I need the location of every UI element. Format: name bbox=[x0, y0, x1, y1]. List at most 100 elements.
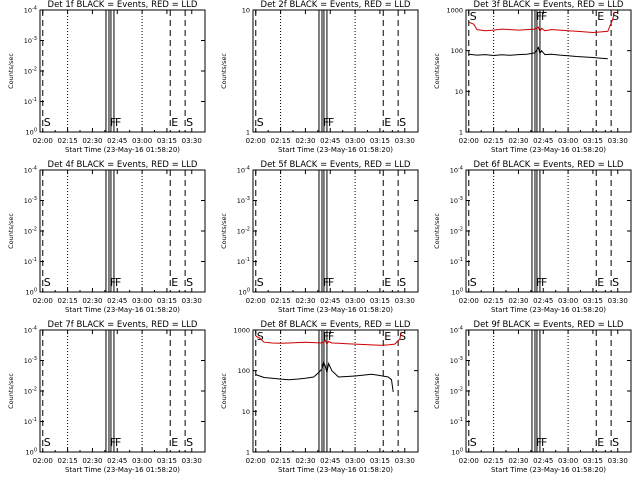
chart-8-x-tick-label: 02:30 bbox=[295, 457, 315, 465]
chart-9-x-tick-label: 02:15 bbox=[483, 457, 503, 465]
chart-5-x-tick-label: 03:15 bbox=[370, 297, 390, 305]
chart-4-y-tick-label: 10-1 bbox=[24, 257, 37, 266]
chart-9-y-tick-label: 100 bbox=[452, 448, 463, 457]
chart-2-y-tick-label: 10 bbox=[242, 7, 250, 15]
chart-5-y-tick-label: 10-4 bbox=[237, 166, 250, 175]
chart-6-x-axis-label: Start Time (23-May-16 01:58:20) bbox=[491, 306, 606, 314]
chart-3-marker-label-3: F bbox=[541, 10, 547, 23]
chart-3-x-tick-label: 02:45 bbox=[533, 137, 553, 145]
chart-7-x-axis-label: Start Time (23-May-16 01:58:20) bbox=[65, 466, 180, 474]
chart-6-plot-frame bbox=[465, 169, 632, 293]
chart-2-marker-label-3: F bbox=[328, 116, 334, 129]
chart-7-marker-label-4: E bbox=[171, 436, 178, 449]
chart-5-y-tick-label: 10-1 bbox=[237, 257, 250, 266]
chart-5-marker-label-3: F bbox=[328, 276, 334, 289]
chart-9-x-tick-label: 02:00 bbox=[459, 457, 479, 465]
chart-3-y-tick-label: 10 bbox=[455, 88, 463, 96]
chart-7-x-tick-label: 02:45 bbox=[107, 457, 127, 465]
chart-5-x-tick-label: 03:30 bbox=[395, 297, 415, 305]
chart-6-x-tick-label: 02:30 bbox=[508, 297, 528, 305]
chart-3-y-tick-label: 1 bbox=[459, 129, 463, 137]
chart-3-plot-frame bbox=[465, 9, 632, 133]
chart-5-x-tick-label: 02:15 bbox=[270, 297, 290, 305]
chart-3-x-tick-label: 02:15 bbox=[483, 137, 503, 145]
chart-9-x-tick-label: 03:00 bbox=[558, 457, 578, 465]
chart-1-x-axis-label: Start Time (23-May-16 01:58:20) bbox=[65, 146, 180, 154]
chart-1-marker-label-3: F bbox=[115, 116, 121, 129]
chart-4-y-axis-label: Counts/sec bbox=[7, 213, 15, 249]
chart-5-plot-frame bbox=[252, 169, 419, 293]
chart-8-x-tick-label: 02:15 bbox=[270, 457, 290, 465]
chart-3-x-tick-label: 02:00 bbox=[459, 137, 479, 145]
chart-6-y-tick-label: 10-1 bbox=[450, 257, 463, 266]
chart-6-y-tick-label: 10-4 bbox=[450, 166, 463, 175]
chart-6-marker-label-3: F bbox=[541, 276, 547, 289]
chart-3-x-tick-label: 03:00 bbox=[558, 137, 578, 145]
chart-4: Det 4f BLACK = Events, RED = LLD 02:00 02:… bbox=[7, 160, 206, 314]
chart-2-x-tick-label: 02:15 bbox=[270, 137, 290, 145]
chart-1-y-axis-label: Counts/sec bbox=[7, 53, 15, 89]
chart-2-plot-frame bbox=[252, 9, 419, 133]
chart-1-x-tick-label: 03:15 bbox=[157, 137, 177, 145]
chart-5: Det 5f BLACK = Events, RED = LLD 02:00 02:… bbox=[220, 160, 419, 314]
chart-7-y-tick-label: 100 bbox=[26, 448, 37, 457]
chart-1-marker-label-2: F bbox=[110, 116, 116, 129]
chart-9-marker-label-2: F bbox=[536, 436, 542, 449]
chart-1-y-tick-label: 10-4 bbox=[24, 6, 37, 15]
chart-9: Det 9f BLACK = Events, RED = LLD 02:00 02:… bbox=[433, 320, 632, 474]
chart-6-marker-label-2: F bbox=[536, 276, 542, 289]
chart-3-series-1-line bbox=[468, 46, 608, 60]
chart-9-x-tick-label: 03:30 bbox=[608, 457, 628, 465]
chart-4-y-tick-label: 100 bbox=[26, 288, 37, 297]
chart-3-series-2-line bbox=[468, 11, 615, 34]
chart-2-x-tick-label: 03:15 bbox=[370, 137, 390, 145]
chart-7-x-tick-label: 03:15 bbox=[157, 457, 177, 465]
chart-6-title: Det 6f BLACK = Events, RED = LLD bbox=[474, 160, 624, 170]
chart-8-x-tick-label: 03:30 bbox=[395, 457, 415, 465]
chart-8-x-tick-label: 03:15 bbox=[370, 457, 390, 465]
chart-4-x-tick-label: 03:00 bbox=[132, 297, 152, 305]
chart-8-x-tick-label: 03:00 bbox=[345, 457, 365, 465]
chart-2-x-tick-label: 02:30 bbox=[295, 137, 315, 145]
chart-9-y-tick-label: 10-4 bbox=[450, 326, 463, 335]
chart-5-marker-label-2: F bbox=[323, 276, 329, 289]
chart-8-x-axis-label: Start Time (23-May-16 01:58:20) bbox=[278, 466, 393, 474]
chart-3-marker-label-1: S bbox=[470, 10, 477, 23]
chart-8-marker-label-3: F bbox=[328, 330, 334, 343]
chart-9-marker-label-3: F bbox=[541, 436, 547, 449]
chart-8-series-2-line bbox=[255, 331, 402, 346]
chart-3-y-tick-label: 1000 bbox=[446, 7, 463, 15]
chart-8-y-tick-label: 100 bbox=[238, 367, 250, 375]
chart-1-plot-frame bbox=[39, 9, 206, 133]
chart-3: Det 3f BLACK = Events, RED = LLD 02:00 02:… bbox=[433, 0, 632, 154]
chart-1-marker-label-1: S bbox=[44, 116, 51, 129]
chart-7-y-axis-label: Counts/sec bbox=[7, 373, 15, 409]
chart-2-x-tick-label: 03:00 bbox=[345, 137, 365, 145]
chart-7-y-tick-label: 10-1 bbox=[24, 417, 37, 426]
chart-7-x-tick-label: 02:00 bbox=[33, 457, 53, 465]
chart-3-x-tick-label: 03:30 bbox=[608, 137, 628, 145]
chart-1-y-tick-label: 10-3 bbox=[24, 36, 37, 45]
chart-1: Det 1f BLACK = Events, RED = LLD 02:00 02:… bbox=[7, 0, 206, 154]
chart-5-x-tick-label: 02:45 bbox=[320, 297, 340, 305]
chart-1-marker-label-4: E bbox=[171, 116, 178, 129]
chart-2-x-tick-label: 03:30 bbox=[395, 137, 415, 145]
chart-5-marker-label-1: S bbox=[257, 276, 264, 289]
chart-8-marker-label-4: E bbox=[384, 330, 391, 343]
chart-8-series-1-line bbox=[255, 360, 394, 392]
chart-2-marker-label-5: S bbox=[399, 116, 406, 129]
chart-8-marker-label-5: S bbox=[399, 330, 406, 343]
chart-1-y-tick-label: 100 bbox=[26, 128, 37, 137]
chart-9-marker-label-5: S bbox=[612, 436, 619, 449]
chart-8-plot-frame bbox=[252, 329, 419, 453]
chart-4-x-axis-label: Start Time (23-May-16 01:58:20) bbox=[65, 306, 180, 314]
chart-9-x-axis-label: Start Time (23-May-16 01:58:20) bbox=[491, 466, 606, 474]
chart-5-y-tick-label: 10-2 bbox=[237, 227, 250, 236]
chart-7-marker-label-5: S bbox=[186, 436, 193, 449]
chart-6-x-tick-label: 02:45 bbox=[533, 297, 553, 305]
chart-4-plot-frame bbox=[39, 169, 206, 293]
chart-6-x-tick-label: 03:30 bbox=[608, 297, 628, 305]
chart-4-title: Det 4f BLACK = Events, RED = LLD bbox=[48, 160, 198, 170]
chart-7-x-tick-label: 03:30 bbox=[182, 457, 202, 465]
chart-8: Det 8f BLACK = Events, RED = LLD 02:00 02:… bbox=[220, 320, 419, 474]
